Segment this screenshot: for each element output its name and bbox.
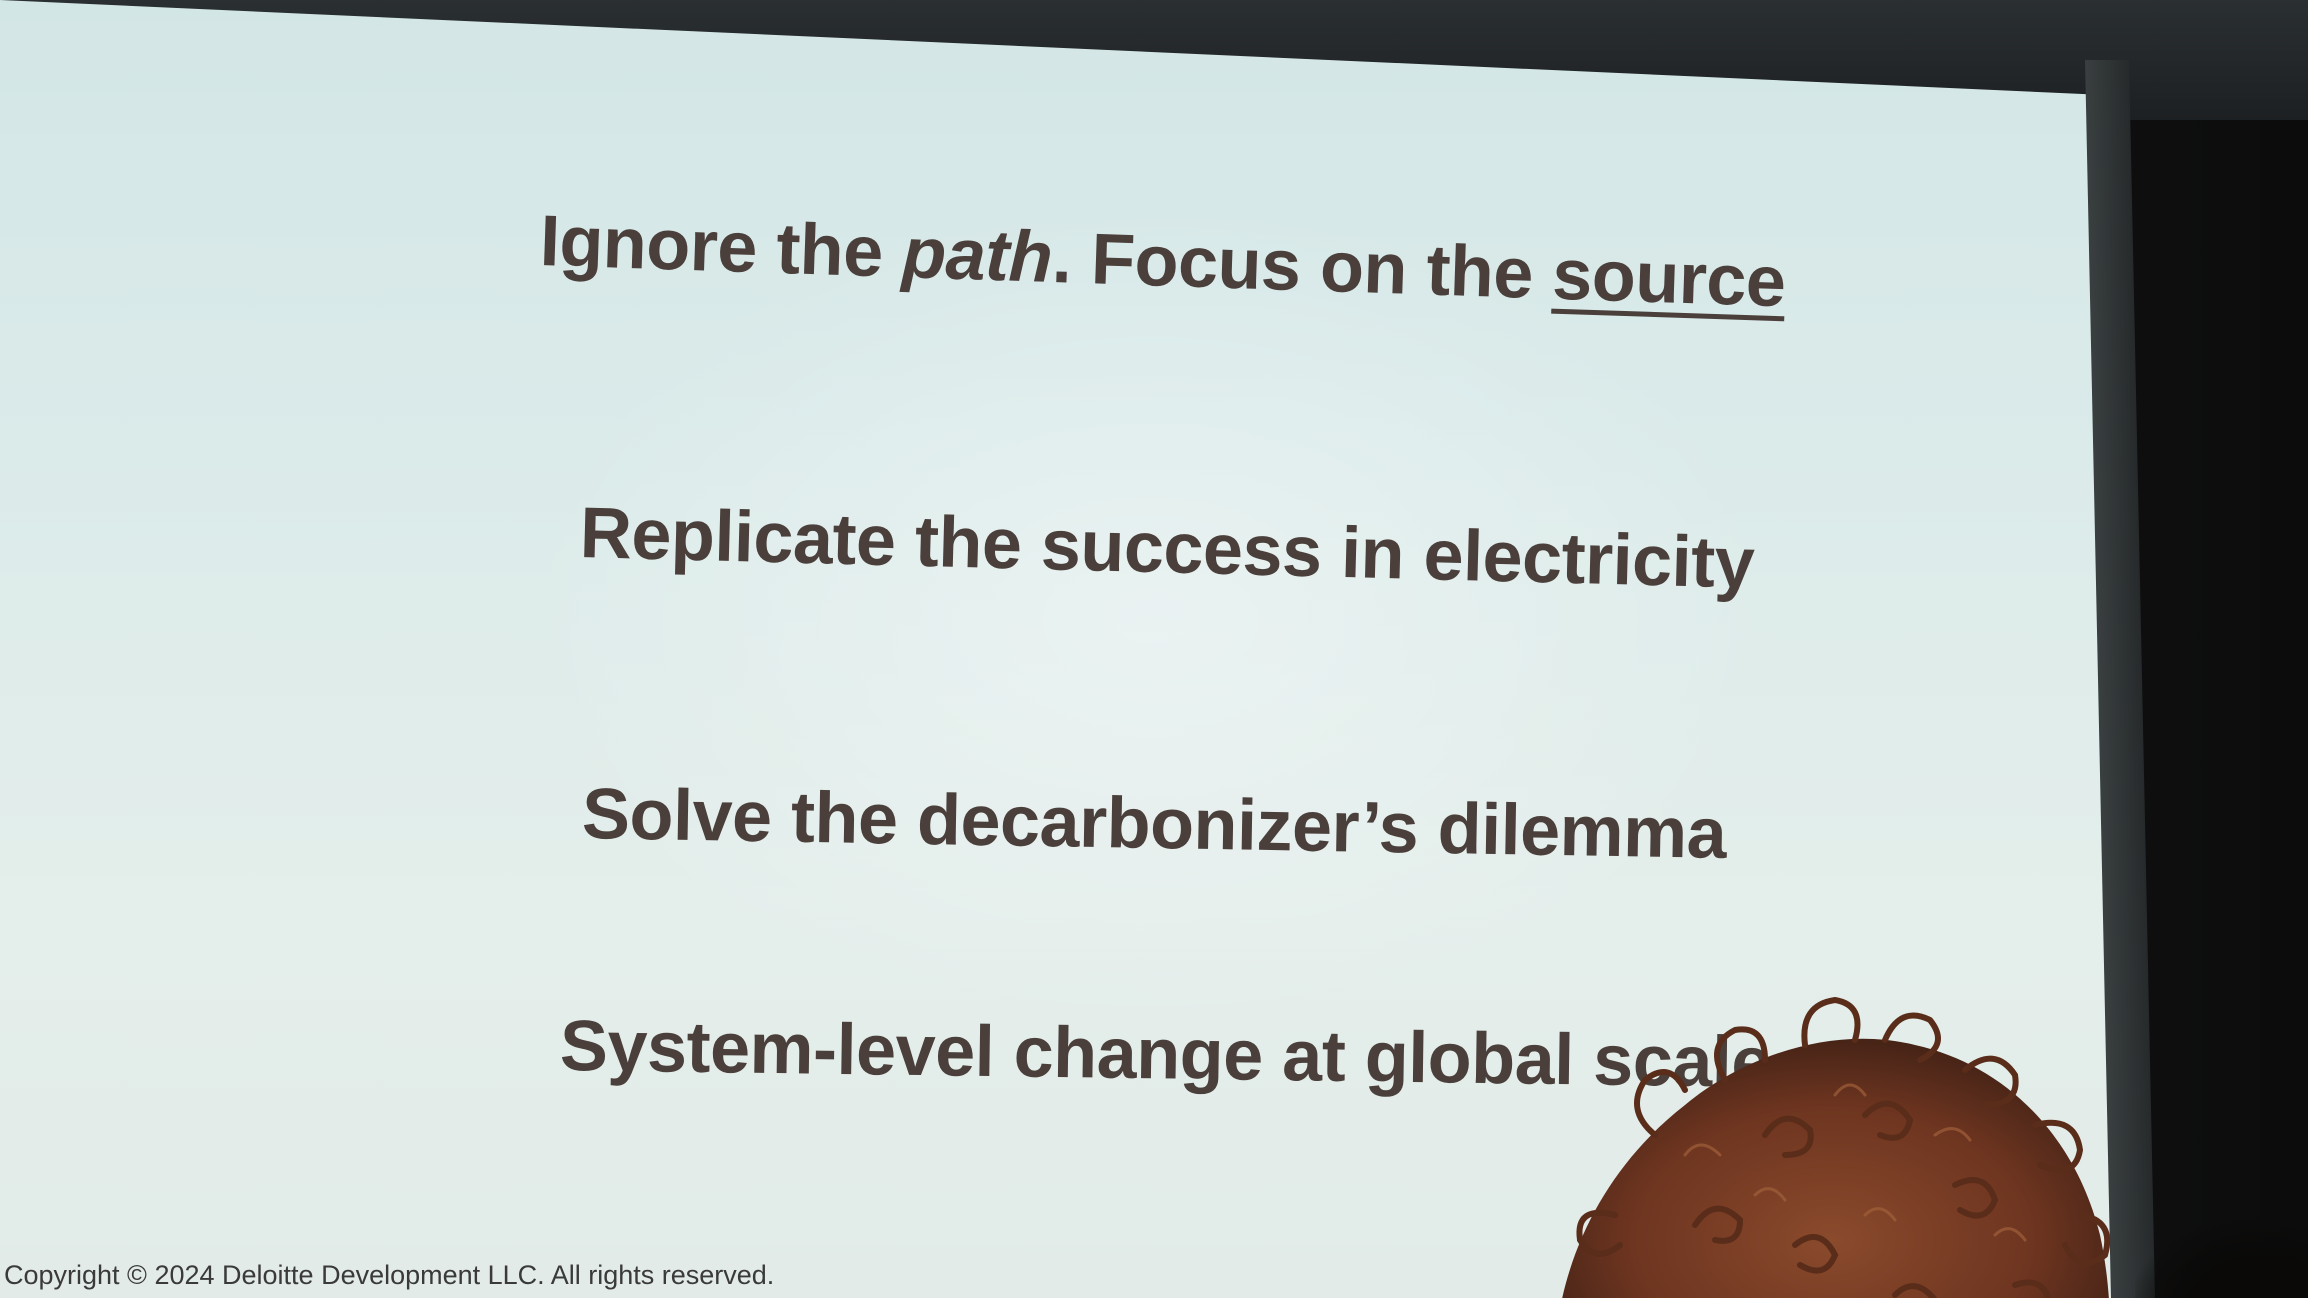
audience-head: [1562, 996, 2111, 1298]
slide-line-ignore-path: Ignore the path. Focus on the source: [539, 200, 1787, 323]
line1-source-word: source: [1551, 234, 1787, 323]
line1-path-word: path: [900, 213, 1054, 298]
line1-middle: . Focus on the: [1050, 218, 1554, 315]
foreground-shadow: [2135, 1220, 2308, 1298]
slide-line-replicate-success: Replicate the success in electricity: [578, 493, 1756, 604]
line1-prefix: Ignore the: [538, 201, 904, 293]
slide-copyright: Copyright © 2024 Deloitte Development LL…: [4, 1260, 775, 1290]
slide-line-decarbonizer-dilemma: Solve the decarbonizer’s dilemma: [581, 774, 1727, 874]
